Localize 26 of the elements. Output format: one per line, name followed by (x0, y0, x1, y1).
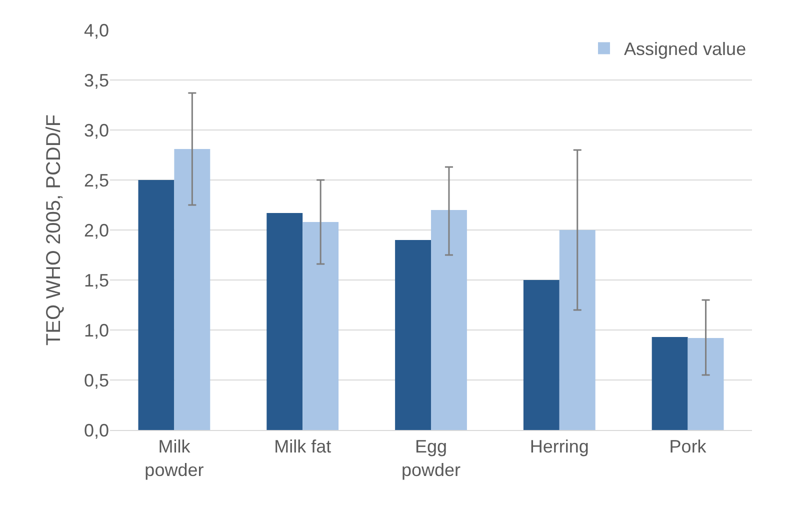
y-tick-label: 3,0 (84, 120, 109, 140)
y-tick-label: 0,0 (84, 420, 109, 440)
x-tick-label: Egg powder (401, 436, 461, 480)
y-axis-title: TEQ WHO 2005, PCDD/F (43, 114, 65, 346)
bar (266, 213, 303, 430)
legend-label: Assigned value (624, 39, 746, 60)
x-tick-label: Milk fat (274, 436, 332, 457)
bar (431, 210, 467, 430)
y-tick-label: 1,5 (84, 270, 109, 290)
bar (688, 338, 724, 430)
x-tick-label: Pork (669, 436, 708, 457)
x-tick-label: Milk powder (144, 436, 204, 480)
bar (138, 180, 174, 430)
y-tick-label: 3,5 (84, 70, 109, 90)
y-tick-label: 2,0 (84, 220, 109, 240)
y-tick-label: 1,0 (84, 320, 109, 340)
bar (559, 230, 596, 430)
bar (302, 222, 339, 430)
y-tick-label: 0,5 (84, 370, 109, 390)
bar (652, 337, 688, 430)
x-tick-label: Herring (530, 436, 589, 457)
bar (395, 240, 431, 430)
bar (174, 149, 210, 430)
y-tick-label: 2,5 (84, 170, 109, 190)
y-tick-label: 4,0 (84, 20, 109, 40)
bar (523, 280, 560, 430)
